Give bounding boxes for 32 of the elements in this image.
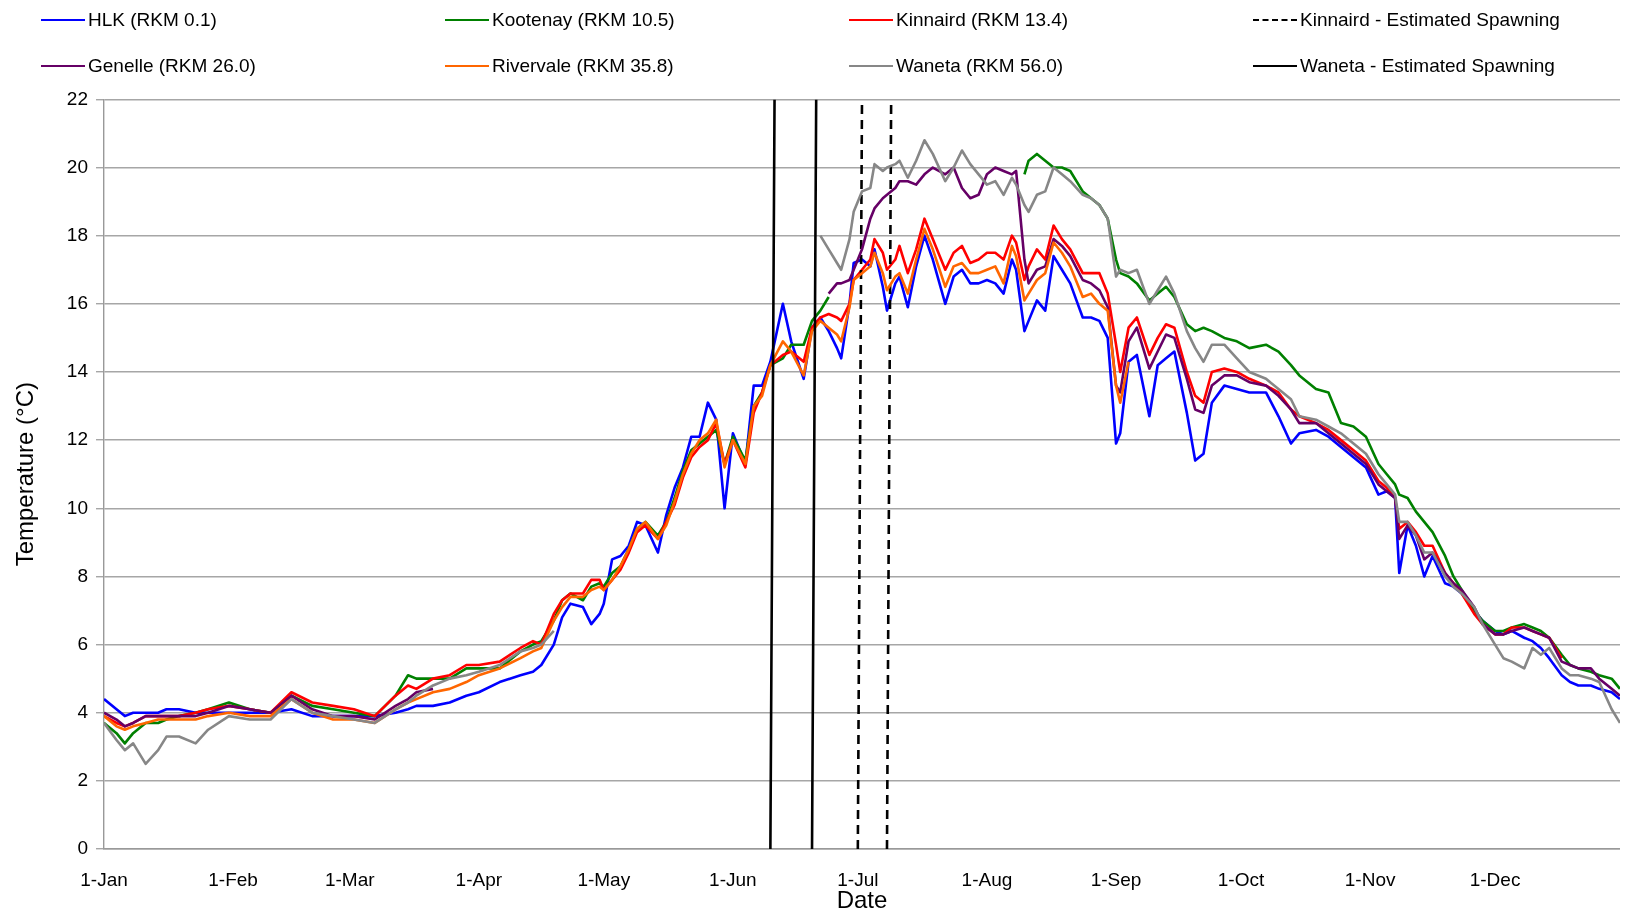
- legend-label: Kootenay (RKM 10.5): [492, 9, 675, 31]
- y-tick-label: 22: [66, 87, 88, 109]
- legend-label: Rivervale (RKM 35.8): [492, 55, 674, 77]
- y-tick-label: 12: [66, 428, 88, 450]
- legend-label: Kinnaird - Estimated Spawning: [1300, 9, 1560, 31]
- x-tick-label: 1-Feb: [208, 868, 258, 890]
- y-tick-label: 20: [66, 155, 88, 177]
- x-tick-label: 1-Jan: [80, 868, 128, 890]
- y-tick-label: 2: [77, 769, 88, 791]
- legend-label: HLK (RKM 0.1): [88, 9, 217, 31]
- legend-label: Waneta - Estimated Spawning: [1300, 55, 1555, 77]
- x-tick-label: 1-Dec: [1469, 868, 1521, 890]
- legend-label: Genelle (RKM 26.0): [88, 55, 256, 77]
- y-tick-label: 10: [66, 496, 88, 518]
- x-tick-label: 1-Oct: [1217, 868, 1265, 890]
- y-tick-label: 14: [66, 360, 89, 382]
- x-tick-label: 1-May: [577, 868, 631, 890]
- y-tick-label: 18: [66, 223, 88, 245]
- legend-label: Kinnaird (RKM 13.4): [896, 9, 1069, 31]
- x-tick-label: 1-Jun: [709, 868, 757, 890]
- y-tick-label: 4: [77, 700, 89, 722]
- legend-label: Waneta (RKM 56.0): [896, 55, 1064, 77]
- y-tick-label: 6: [77, 632, 88, 654]
- x-tick-label: 1-Nov: [1344, 868, 1396, 890]
- x-tick-label: 1-Apr: [455, 868, 503, 890]
- y-axis-title: Temperature (°C): [11, 382, 39, 567]
- y-tick-label: 16: [66, 292, 88, 314]
- y-tick-label: 8: [77, 564, 88, 586]
- x-tick-label: 1-Aug: [961, 868, 1013, 890]
- y-tick-label: 0: [77, 837, 88, 859]
- x-tick-label: 1-Mar: [324, 868, 376, 890]
- x-tick-label: 1-Sep: [1090, 868, 1142, 890]
